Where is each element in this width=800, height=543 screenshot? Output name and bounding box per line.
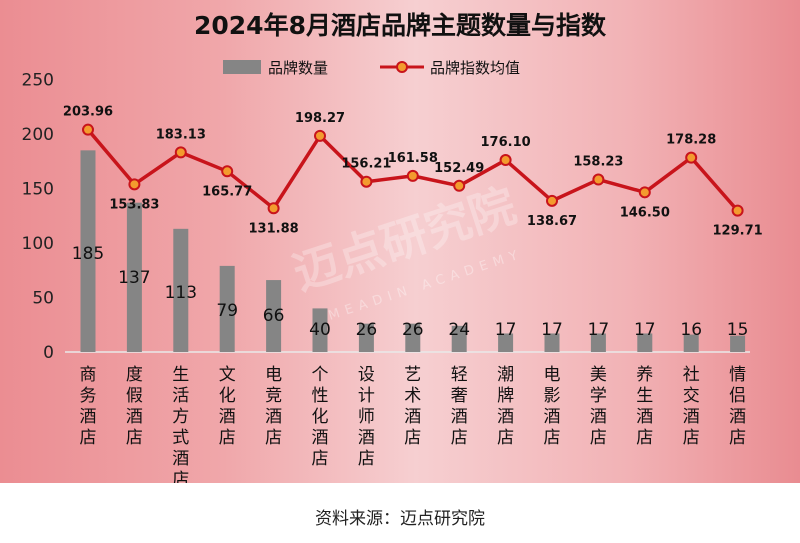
line-point [638, 186, 651, 199]
legend-line-marker [396, 61, 408, 73]
x-tick-label: 养生酒店 [636, 365, 653, 448]
line-point [128, 178, 141, 191]
line-point [685, 151, 698, 164]
line-point [267, 202, 280, 215]
y-tick-label: 50 [32, 289, 54, 309]
bar-value-label: 24 [448, 320, 470, 340]
line-value-label: 138.67 [527, 214, 577, 229]
x-tick-label: 美学酒店 [590, 365, 607, 448]
line-point [546, 194, 558, 207]
source-note: 资料来源：迈点研究院 [315, 509, 485, 529]
bar [219, 265, 235, 352]
bar-value-label: 26 [402, 320, 424, 340]
legend-bar-swatch [223, 60, 261, 74]
y-tick-label: 0 [43, 343, 54, 363]
line-point [453, 179, 466, 192]
legend-line-label: 品牌指数均值 [430, 59, 520, 77]
bar-value-label: 185 [72, 244, 104, 264]
bar-value-label: 66 [263, 306, 285, 326]
bar-value-label: 40 [309, 320, 331, 340]
bar [358, 323, 374, 352]
line-value-label: 198.27 [295, 111, 345, 126]
line-point [314, 129, 326, 142]
bar-series [80, 150, 746, 352]
line-value-label: 129.71 [713, 224, 763, 239]
bar [730, 335, 746, 352]
bar [637, 333, 653, 352]
bar-value-label: 16 [680, 320, 702, 340]
bar [590, 333, 606, 352]
bar [312, 308, 328, 352]
y-tick-label: 150 [22, 180, 54, 200]
line-point [82, 123, 94, 136]
line-point [221, 165, 234, 178]
bar [173, 228, 189, 352]
bar [126, 202, 142, 352]
line-value-label: 156.21 [341, 157, 391, 172]
legend: 品牌数量 品牌指数均值 [223, 59, 520, 77]
line-value-label: 146.50 [620, 205, 670, 220]
bar [80, 150, 96, 352]
x-tick-label: 电竞酒店 [265, 365, 282, 448]
bar [266, 280, 282, 352]
line-value-label: 131.88 [249, 221, 299, 236]
y-tick-label: 250 [22, 71, 54, 91]
x-tick-label: 文化酒店 [219, 365, 236, 448]
line-value-label: 183.13 [156, 127, 206, 142]
line-value-label: 178.28 [666, 133, 716, 148]
line-value-label: 152.49 [434, 161, 484, 176]
bar-value-label: 26 [356, 320, 378, 340]
x-tick-label: 轻奢酒店 [451, 365, 468, 448]
bar-value-label: 113 [165, 283, 197, 303]
line-value-label: 203.96 [63, 105, 113, 120]
bar [451, 325, 467, 352]
line-point [499, 154, 512, 167]
bar-value-label: 17 [541, 320, 563, 340]
bar-value-label: 15 [727, 320, 749, 340]
line-value-label: 161.58 [388, 151, 438, 166]
bar-value-label: 79 [216, 301, 238, 321]
bar-value-label: 17 [588, 320, 610, 340]
x-tick-label: 情侣酒店 [729, 365, 746, 448]
line-value-label: 165.77 [202, 184, 252, 199]
watermark-text: 迈点研究院 [287, 178, 522, 300]
x-tick-label: 电影酒店 [544, 365, 561, 448]
line-point [592, 173, 605, 186]
line-point [406, 169, 419, 182]
bar [544, 333, 560, 352]
bar-value-labels: 185 137 113 79 66 40 26 26 24 17 17 17 17 16 15 [72, 244, 749, 340]
line-value-label: 158.23 [573, 155, 623, 170]
bar-value-label: 17 [495, 320, 517, 340]
x-axis-labels: 商务酒店 度假酒店 生活方式酒店 文化酒店 电竞酒店 个性化酒店 设计师酒店 艺术酒店 轻奢酒店… [80, 365, 747, 483]
x-tick-label: 潮牌酒店 [497, 365, 514, 448]
x-tick-label: 社交酒店 [683, 365, 700, 448]
line-series [82, 123, 744, 217]
line-value-label: 176.10 [481, 135, 531, 150]
line-point [731, 204, 744, 217]
chart: 迈点研究院 MEADIN ACADEMY 品牌数量 品牌指数均值 0 50 100 1… [22, 59, 763, 483]
line-point [360, 175, 373, 188]
x-tick-label: 艺术酒店 [404, 365, 421, 448]
y-axis: 0 50 100 150 200 250 [22, 71, 54, 364]
x-tick-label: 商务酒店 [80, 365, 97, 448]
bar [405, 323, 421, 352]
y-tick-label: 200 [22, 125, 54, 145]
x-tick-label: 生活方式酒店 [172, 365, 189, 483]
bar [498, 333, 514, 352]
line-point [174, 146, 187, 159]
x-tick-label: 度假酒店 [126, 365, 143, 448]
legend-bar-label: 品牌数量 [268, 59, 328, 77]
chart-title: 2024年8月酒店品牌主题数量与指数 [194, 11, 606, 40]
x-tick-label: 设计师酒店 [358, 365, 375, 469]
line-value-label: 153.83 [109, 197, 159, 212]
y-tick-label: 100 [22, 234, 54, 254]
watermark-logo: 迈点研究院 MEADIN ACADEMY [287, 178, 526, 324]
bar-value-label: 17 [634, 320, 656, 340]
bar-value-label: 137 [118, 268, 150, 288]
bar [683, 334, 699, 352]
line-value-labels: 203.96 153.83 183.13 165.77 131.88 198.27 156.… [63, 105, 763, 239]
x-tick-label: 个性化酒店 [312, 365, 329, 469]
